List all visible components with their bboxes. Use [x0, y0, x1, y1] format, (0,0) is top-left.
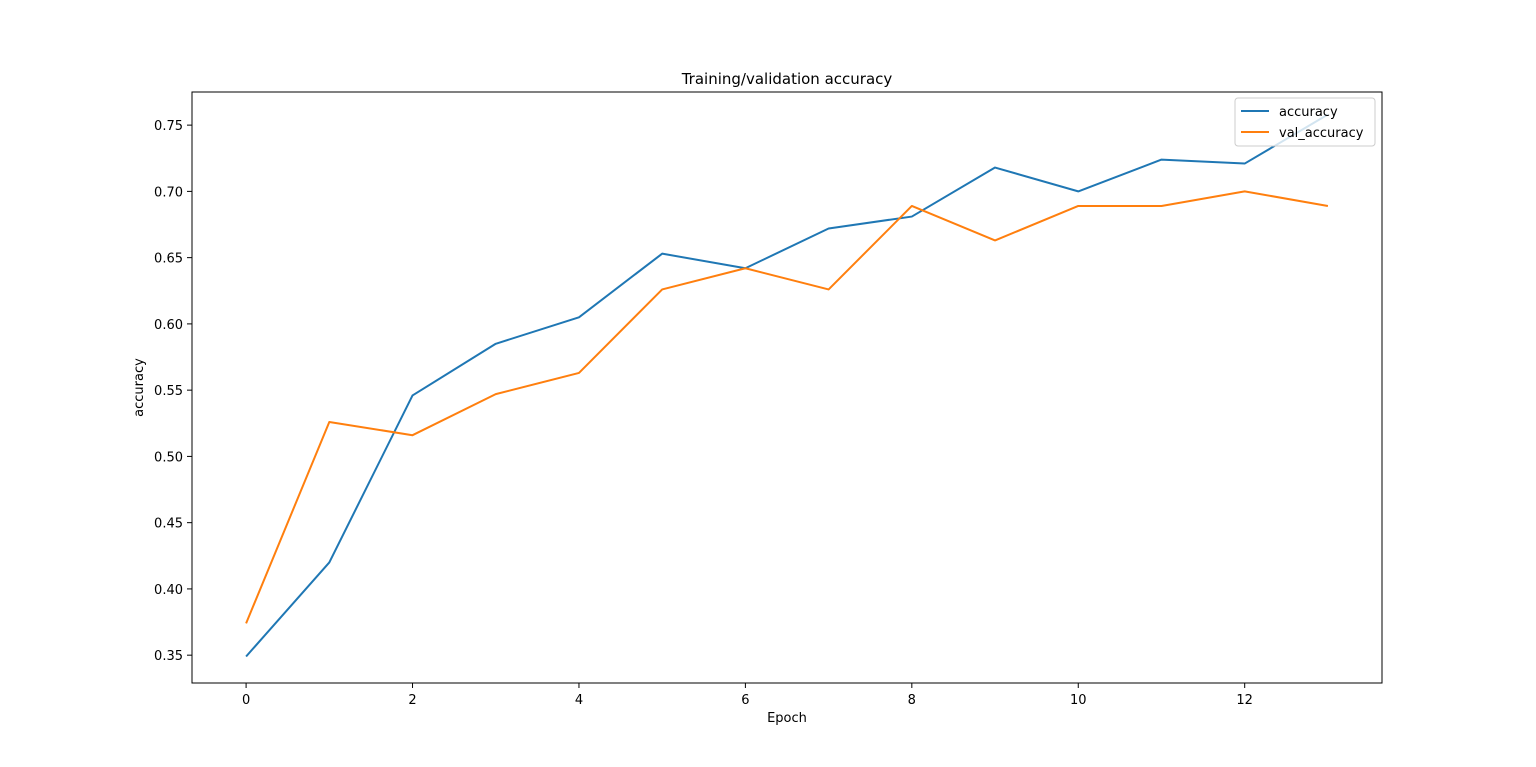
x-tick-label: 0: [242, 693, 250, 708]
legend-label-accuracy: accuracy: [1279, 105, 1338, 120]
legend-label-val-accuracy: val_accuracy: [1279, 126, 1364, 141]
y-tick-label: 0.75: [154, 119, 183, 134]
plot-frame: [191, 91, 1383, 684]
series-line-val-accuracy: [245, 190, 1329, 624]
y-tick-label: 0.55: [154, 384, 183, 399]
y-tick-label: 0.35: [154, 649, 183, 664]
y-axis-label: accuracy: [132, 358, 147, 417]
y-tick-label: 0.60: [154, 318, 183, 333]
x-tick-label: 4: [575, 693, 583, 708]
y-tick-label: 0.70: [154, 185, 183, 200]
legend-box: [1234, 97, 1376, 147]
y-tick-label: 0.50: [154, 450, 183, 465]
x-tick-label: 2: [408, 693, 416, 708]
x-tick-label: 6: [741, 693, 749, 708]
x-tick-label: 10: [1070, 693, 1087, 708]
y-tick-label: 0.45: [154, 517, 183, 532]
x-tick-label: 12: [1236, 693, 1253, 708]
series-line-accuracy: [245, 113, 1329, 658]
legend: accuracy val_accuracy: [1234, 97, 1376, 147]
chart-title: Training/validation accuracy: [681, 70, 893, 88]
y-tick-label: 0.65: [154, 252, 183, 267]
axes: 0 2 4 6 8 10 12 0.35 0.40 0.45 0.50 0.55 0.60 0.65 0.7…: [154, 91, 1383, 708]
x-tick-label: 8: [908, 693, 916, 708]
series-layer: [245, 113, 1329, 658]
x-axis-label: Epoch: [767, 711, 807, 726]
y-tick-label: 0.40: [154, 583, 183, 598]
